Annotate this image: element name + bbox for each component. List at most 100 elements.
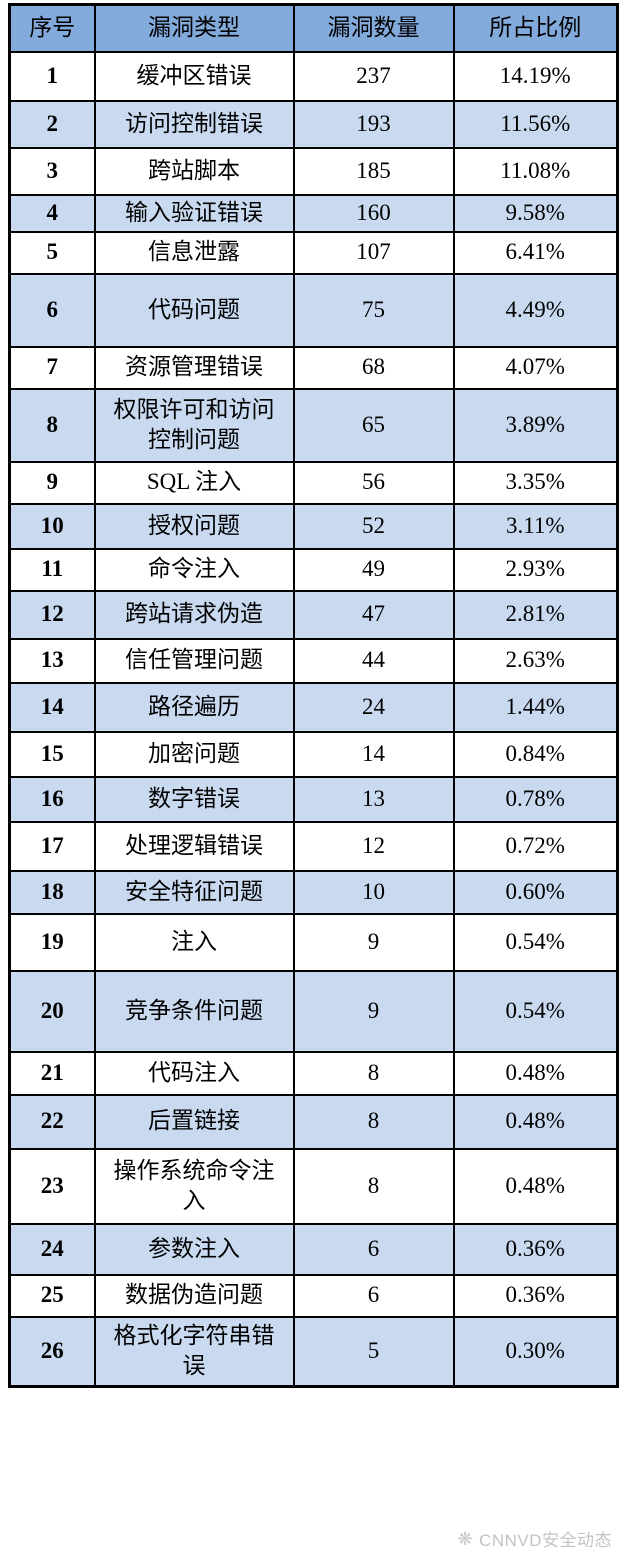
vuln-percent-cell: 3.35% <box>452 460 619 505</box>
table-row: 25 数据伪造问题 6 0.36% <box>8 1273 619 1318</box>
vuln-percent-cell: 1.44% <box>452 681 619 733</box>
watermark-label: CNNVD安全动态 <box>479 1531 612 1550</box>
vuln-count-cell: 24 <box>292 681 455 733</box>
vuln-percent-cell: 2.93% <box>452 547 619 592</box>
vuln-type-cell: 缓冲区错误 <box>93 50 295 102</box>
row-index-cell: 3 <box>8 146 96 196</box>
cnnvd-logo-icon: ❋ <box>457 1528 474 1549</box>
vuln-count-cell: 47 <box>292 589 455 640</box>
vuln-type-cell: 信任管理问题 <box>93 637 295 684</box>
vuln-count-cell: 8 <box>292 1147 455 1225</box>
vuln-count-cell: 9 <box>292 912 455 972</box>
table-row: 7 资源管理错误 68 4.07% <box>8 345 619 390</box>
row-index-cell: 23 <box>8 1147 96 1225</box>
vulnerability-stats-table: 序号 漏洞类型 漏洞数量 所占比例 1 缓冲区错误 237 14.19% 2 访问控制错误… <box>8 3 619 1388</box>
vuln-count-cell: 9 <box>292 969 455 1053</box>
table-header-row: 序号 漏洞类型 漏洞数量 所占比例 <box>8 3 619 53</box>
vuln-percent-cell: 11.08% <box>452 146 619 196</box>
vuln-type-cell: 数字错误 <box>93 775 295 823</box>
vuln-count-cell: 237 <box>292 50 455 102</box>
vuln-count-cell: 10 <box>292 869 455 915</box>
vuln-type-cell: 参数注入 <box>93 1222 295 1276</box>
vuln-count-cell: 6 <box>292 1273 455 1318</box>
table-row: 12 跨站请求伪造 47 2.81% <box>8 589 619 640</box>
table-row: 13 信任管理问题 44 2.63% <box>8 637 619 684</box>
vuln-type-cell: 资源管理错误 <box>93 345 295 390</box>
vuln-count-cell: 52 <box>292 502 455 550</box>
vuln-type-cell: 加密问题 <box>93 730 295 778</box>
vuln-percent-cell: 0.78% <box>452 775 619 823</box>
vuln-percent-cell: 0.36% <box>452 1222 619 1276</box>
row-index-cell: 10 <box>8 502 96 550</box>
vuln-percent-cell: 0.48% <box>452 1093 619 1150</box>
watermark: ❋ CNNVD安全动态 <box>457 1526 612 1551</box>
row-index-cell: 18 <box>8 869 96 915</box>
row-index-cell: 1 <box>8 50 96 102</box>
vuln-percent-cell: 0.60% <box>452 869 619 915</box>
table-row: 15 加密问题 14 0.84% <box>8 730 619 778</box>
vuln-count-cell: 68 <box>292 345 455 390</box>
table-row: 4 输入验证错误 160 9.58% <box>8 193 619 233</box>
vuln-count-cell: 8 <box>292 1093 455 1150</box>
table-row: 16 数字错误 13 0.78% <box>8 775 619 823</box>
vuln-type-cell: 注入 <box>93 912 295 972</box>
vuln-type-cell: 输入验证错误 <box>93 193 295 233</box>
vuln-type-cell: 后置链接 <box>93 1093 295 1150</box>
vuln-percent-cell: 0.84% <box>452 730 619 778</box>
row-index-cell: 20 <box>8 969 96 1053</box>
vuln-percent-cell: 0.30% <box>452 1315 619 1388</box>
row-index-cell: 13 <box>8 637 96 684</box>
table-row: 6 代码问题 75 4.49% <box>8 272 619 348</box>
vuln-percent-cell: 0.72% <box>452 820 619 872</box>
table-row: 10 授权问题 52 3.11% <box>8 502 619 550</box>
table-row: 5 信息泄露 107 6.41% <box>8 230 619 275</box>
vuln-count-cell: 107 <box>292 230 455 275</box>
header-vuln-percent: 所占比例 <box>452 3 619 53</box>
vuln-type-cell: 竞争条件问题 <box>93 969 295 1053</box>
vuln-percent-cell: 11.56% <box>452 99 619 149</box>
vuln-percent-cell: 0.36% <box>452 1273 619 1318</box>
vuln-percent-cell: 0.48% <box>452 1050 619 1096</box>
vuln-percent-cell: 4.07% <box>452 345 619 390</box>
vuln-type-cell: 命令注入 <box>93 547 295 592</box>
vuln-percent-cell: 3.89% <box>452 387 619 463</box>
vuln-count-cell: 65 <box>292 387 455 463</box>
row-index-cell: 26 <box>8 1315 96 1388</box>
table-row: 21 代码注入 8 0.48% <box>8 1050 619 1096</box>
header-vuln-type: 漏洞类型 <box>93 3 295 53</box>
vuln-type-cell: 代码注入 <box>93 1050 295 1096</box>
vuln-count-cell: 75 <box>292 272 455 348</box>
row-index-cell: 9 <box>8 460 96 505</box>
vuln-type-cell: 数据伪造问题 <box>93 1273 295 1318</box>
table-row: 2 访问控制错误 193 11.56% <box>8 99 619 149</box>
table-row: 3 跨站脚本 185 11.08% <box>8 146 619 196</box>
row-index-cell: 4 <box>8 193 96 233</box>
vuln-type-cell: 跨站脚本 <box>93 146 295 196</box>
vuln-type-cell: 授权问题 <box>93 502 295 550</box>
vuln-percent-cell: 6.41% <box>452 230 619 275</box>
row-index-cell: 21 <box>8 1050 96 1096</box>
vuln-type-cell: 访问控制错误 <box>93 99 295 149</box>
vuln-type-cell: SQL 注入 <box>93 460 295 505</box>
vuln-count-cell: 56 <box>292 460 455 505</box>
vuln-percent-cell: 3.11% <box>452 502 619 550</box>
vuln-count-cell: 185 <box>292 146 455 196</box>
vuln-type-cell: 处理逻辑错误 <box>93 820 295 872</box>
vuln-count-cell: 5 <box>292 1315 455 1388</box>
row-index-cell: 12 <box>8 589 96 640</box>
vuln-type-cell: 信息泄露 <box>93 230 295 275</box>
vuln-count-cell: 44 <box>292 637 455 684</box>
row-index-cell: 7 <box>8 345 96 390</box>
row-index-cell: 5 <box>8 230 96 275</box>
header-vuln-count: 漏洞数量 <box>292 3 455 53</box>
vuln-percent-cell: 4.49% <box>452 272 619 348</box>
table-row: 1 缓冲区错误 237 14.19% <box>8 50 619 102</box>
table-row: 17 处理逻辑错误 12 0.72% <box>8 820 619 872</box>
vuln-percent-cell: 14.19% <box>452 50 619 102</box>
table-row: 20 竞争条件问题 9 0.54% <box>8 969 619 1053</box>
table-row: 22 后置链接 8 0.48% <box>8 1093 619 1150</box>
vuln-percent-cell: 9.58% <box>452 193 619 233</box>
vuln-type-cell: 路径遍历 <box>93 681 295 733</box>
table-row: 23 操作系统命令注入 8 0.48% <box>8 1147 619 1225</box>
